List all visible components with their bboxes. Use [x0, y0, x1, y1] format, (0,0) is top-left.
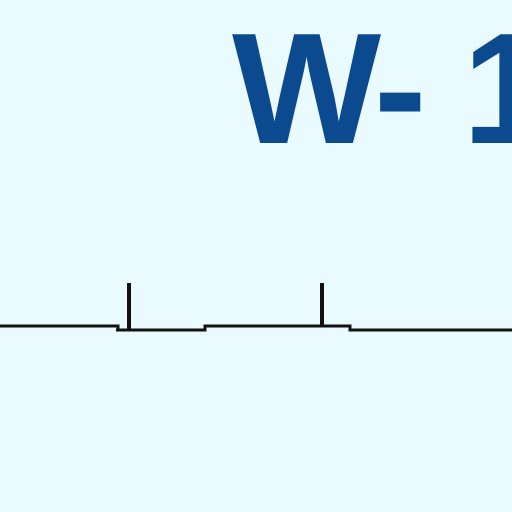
- baseline-segment-left: [0, 324, 120, 330]
- baseline-segment-right: [320, 324, 512, 332]
- baseline-segment-middle: [116, 324, 320, 332]
- figure-label: W- 1: [232, 1, 512, 177]
